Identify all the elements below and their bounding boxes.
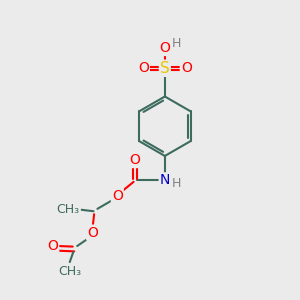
Text: CH₃: CH₃ [57, 203, 80, 216]
Text: O: O [159, 41, 170, 55]
Text: O: O [87, 226, 98, 240]
Text: S: S [160, 61, 170, 76]
Text: O: O [47, 239, 58, 253]
Text: O: O [112, 189, 123, 203]
Text: O: O [130, 153, 141, 167]
Text: H: H [172, 37, 182, 50]
Text: H: H [172, 177, 181, 190]
Text: O: O [138, 61, 149, 75]
Text: N: N [160, 173, 170, 187]
Text: O: O [181, 61, 192, 75]
Text: CH₃: CH₃ [58, 266, 81, 278]
